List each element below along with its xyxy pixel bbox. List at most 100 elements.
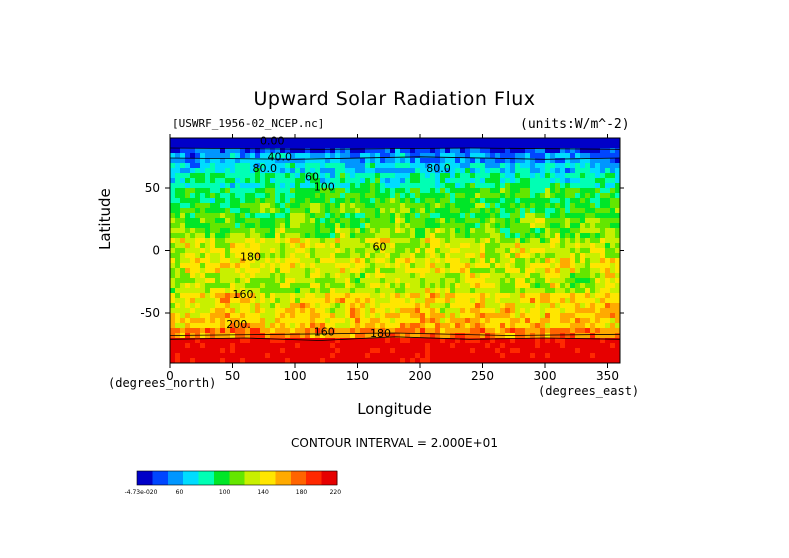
heatmap-cell bbox=[315, 238, 321, 244]
heatmap-cell bbox=[235, 288, 241, 294]
heatmap-cell bbox=[445, 283, 451, 289]
heatmap-cell bbox=[520, 218, 526, 224]
heatmap-cell bbox=[475, 303, 481, 309]
heatmap-cell bbox=[495, 318, 501, 324]
heatmap-cell bbox=[460, 338, 466, 344]
heatmap-cell bbox=[495, 153, 501, 159]
heatmap-cell bbox=[410, 303, 416, 309]
heatmap-cell bbox=[355, 248, 361, 254]
heatmap-cell bbox=[420, 348, 426, 354]
heatmap-cell bbox=[320, 188, 326, 194]
heatmap-cell bbox=[385, 223, 391, 229]
heatmap-cell bbox=[260, 148, 266, 154]
x-tick-label: 50 bbox=[225, 369, 240, 383]
heatmap-cell bbox=[605, 233, 611, 239]
heatmap-cell bbox=[355, 238, 361, 244]
heatmap-cell bbox=[490, 288, 496, 294]
heatmap-cell bbox=[345, 278, 351, 284]
heatmap-cell bbox=[365, 333, 371, 339]
heatmap-cell bbox=[200, 258, 206, 264]
heatmap-cell bbox=[535, 358, 541, 364]
heatmap-cell bbox=[415, 193, 421, 199]
heatmap-cell bbox=[250, 143, 256, 149]
heatmap-cell bbox=[570, 353, 576, 359]
heatmap-cell bbox=[380, 293, 386, 299]
heatmap-cell bbox=[300, 338, 306, 344]
heatmap-cell bbox=[180, 143, 186, 149]
heatmap-cell bbox=[380, 318, 386, 324]
heatmap-cell bbox=[580, 343, 586, 349]
heatmap-cell bbox=[540, 308, 546, 314]
heatmap-cell bbox=[420, 163, 426, 169]
colorbar-swatch bbox=[244, 471, 261, 485]
heatmap-cell bbox=[505, 328, 511, 334]
contour-label: 160 bbox=[314, 326, 335, 339]
heatmap-cell bbox=[175, 293, 181, 299]
heatmap-cell bbox=[485, 343, 491, 349]
heatmap-cell bbox=[315, 168, 321, 174]
heatmap-cell bbox=[420, 218, 426, 224]
heatmap-cell bbox=[555, 173, 561, 179]
heatmap-cell bbox=[555, 213, 561, 219]
heatmap-cell bbox=[435, 303, 441, 309]
heatmap-cell bbox=[600, 308, 606, 314]
colorbar-swatch bbox=[167, 471, 184, 485]
heatmap-cell bbox=[535, 188, 541, 194]
heatmap-cell bbox=[290, 333, 296, 339]
heatmap-cell bbox=[170, 318, 176, 324]
heatmap-cell bbox=[250, 268, 256, 274]
heatmap-cell bbox=[360, 188, 366, 194]
heatmap-cell bbox=[255, 343, 261, 349]
heatmap-cell bbox=[460, 243, 466, 249]
heatmap-cell bbox=[475, 278, 481, 284]
heatmap-cell bbox=[550, 138, 556, 144]
heatmap-cell bbox=[180, 318, 186, 324]
heatmap-cell bbox=[385, 323, 391, 329]
heatmap-cell bbox=[175, 183, 181, 189]
heatmap-cell bbox=[290, 193, 296, 199]
heatmap-cell bbox=[580, 228, 586, 234]
heatmap-cell bbox=[365, 158, 371, 164]
heatmap-cell bbox=[420, 273, 426, 279]
heatmap-cell bbox=[465, 308, 471, 314]
heatmap-cell bbox=[425, 238, 431, 244]
heatmap-cell bbox=[320, 283, 326, 289]
heatmap-cell bbox=[525, 293, 531, 299]
heatmap-cell bbox=[265, 333, 271, 339]
heatmap-cell bbox=[235, 178, 241, 184]
heatmap-cell bbox=[520, 323, 526, 329]
heatmap-cell bbox=[410, 178, 416, 184]
heatmap-cell bbox=[275, 168, 281, 174]
heatmap-cell bbox=[610, 358, 616, 364]
heatmap-cell bbox=[595, 298, 601, 304]
heatmap-cell bbox=[285, 223, 291, 229]
heatmap-cell bbox=[185, 308, 191, 314]
heatmap-cell bbox=[575, 328, 581, 334]
heatmap-cell bbox=[300, 333, 306, 339]
heatmap-cell bbox=[215, 178, 221, 184]
heatmap-cell bbox=[400, 228, 406, 234]
heatmap-cell bbox=[175, 308, 181, 314]
heatmap-cell bbox=[340, 283, 346, 289]
heatmap-cell bbox=[175, 283, 181, 289]
heatmap-cell bbox=[385, 308, 391, 314]
heatmap-cell bbox=[595, 168, 601, 174]
heatmap-cell bbox=[310, 263, 316, 269]
heatmap-cell bbox=[565, 238, 571, 244]
heatmap-cell bbox=[350, 258, 356, 264]
heatmap-cell bbox=[570, 318, 576, 324]
heatmap-cell bbox=[360, 303, 366, 309]
heatmap-cell bbox=[350, 253, 356, 259]
heatmap-cell bbox=[440, 168, 446, 174]
heatmap-cell bbox=[500, 218, 506, 224]
heatmap-cell bbox=[460, 173, 466, 179]
heatmap-cell bbox=[280, 138, 286, 144]
heatmap-cell bbox=[230, 263, 236, 269]
heatmap-cell bbox=[185, 278, 191, 284]
heatmap-cell bbox=[215, 203, 221, 209]
heatmap-cell bbox=[210, 203, 216, 209]
heatmap-cell bbox=[355, 333, 361, 339]
heatmap-cell bbox=[365, 248, 371, 254]
heatmap-cell bbox=[335, 313, 341, 319]
heatmap-cell bbox=[305, 263, 311, 269]
